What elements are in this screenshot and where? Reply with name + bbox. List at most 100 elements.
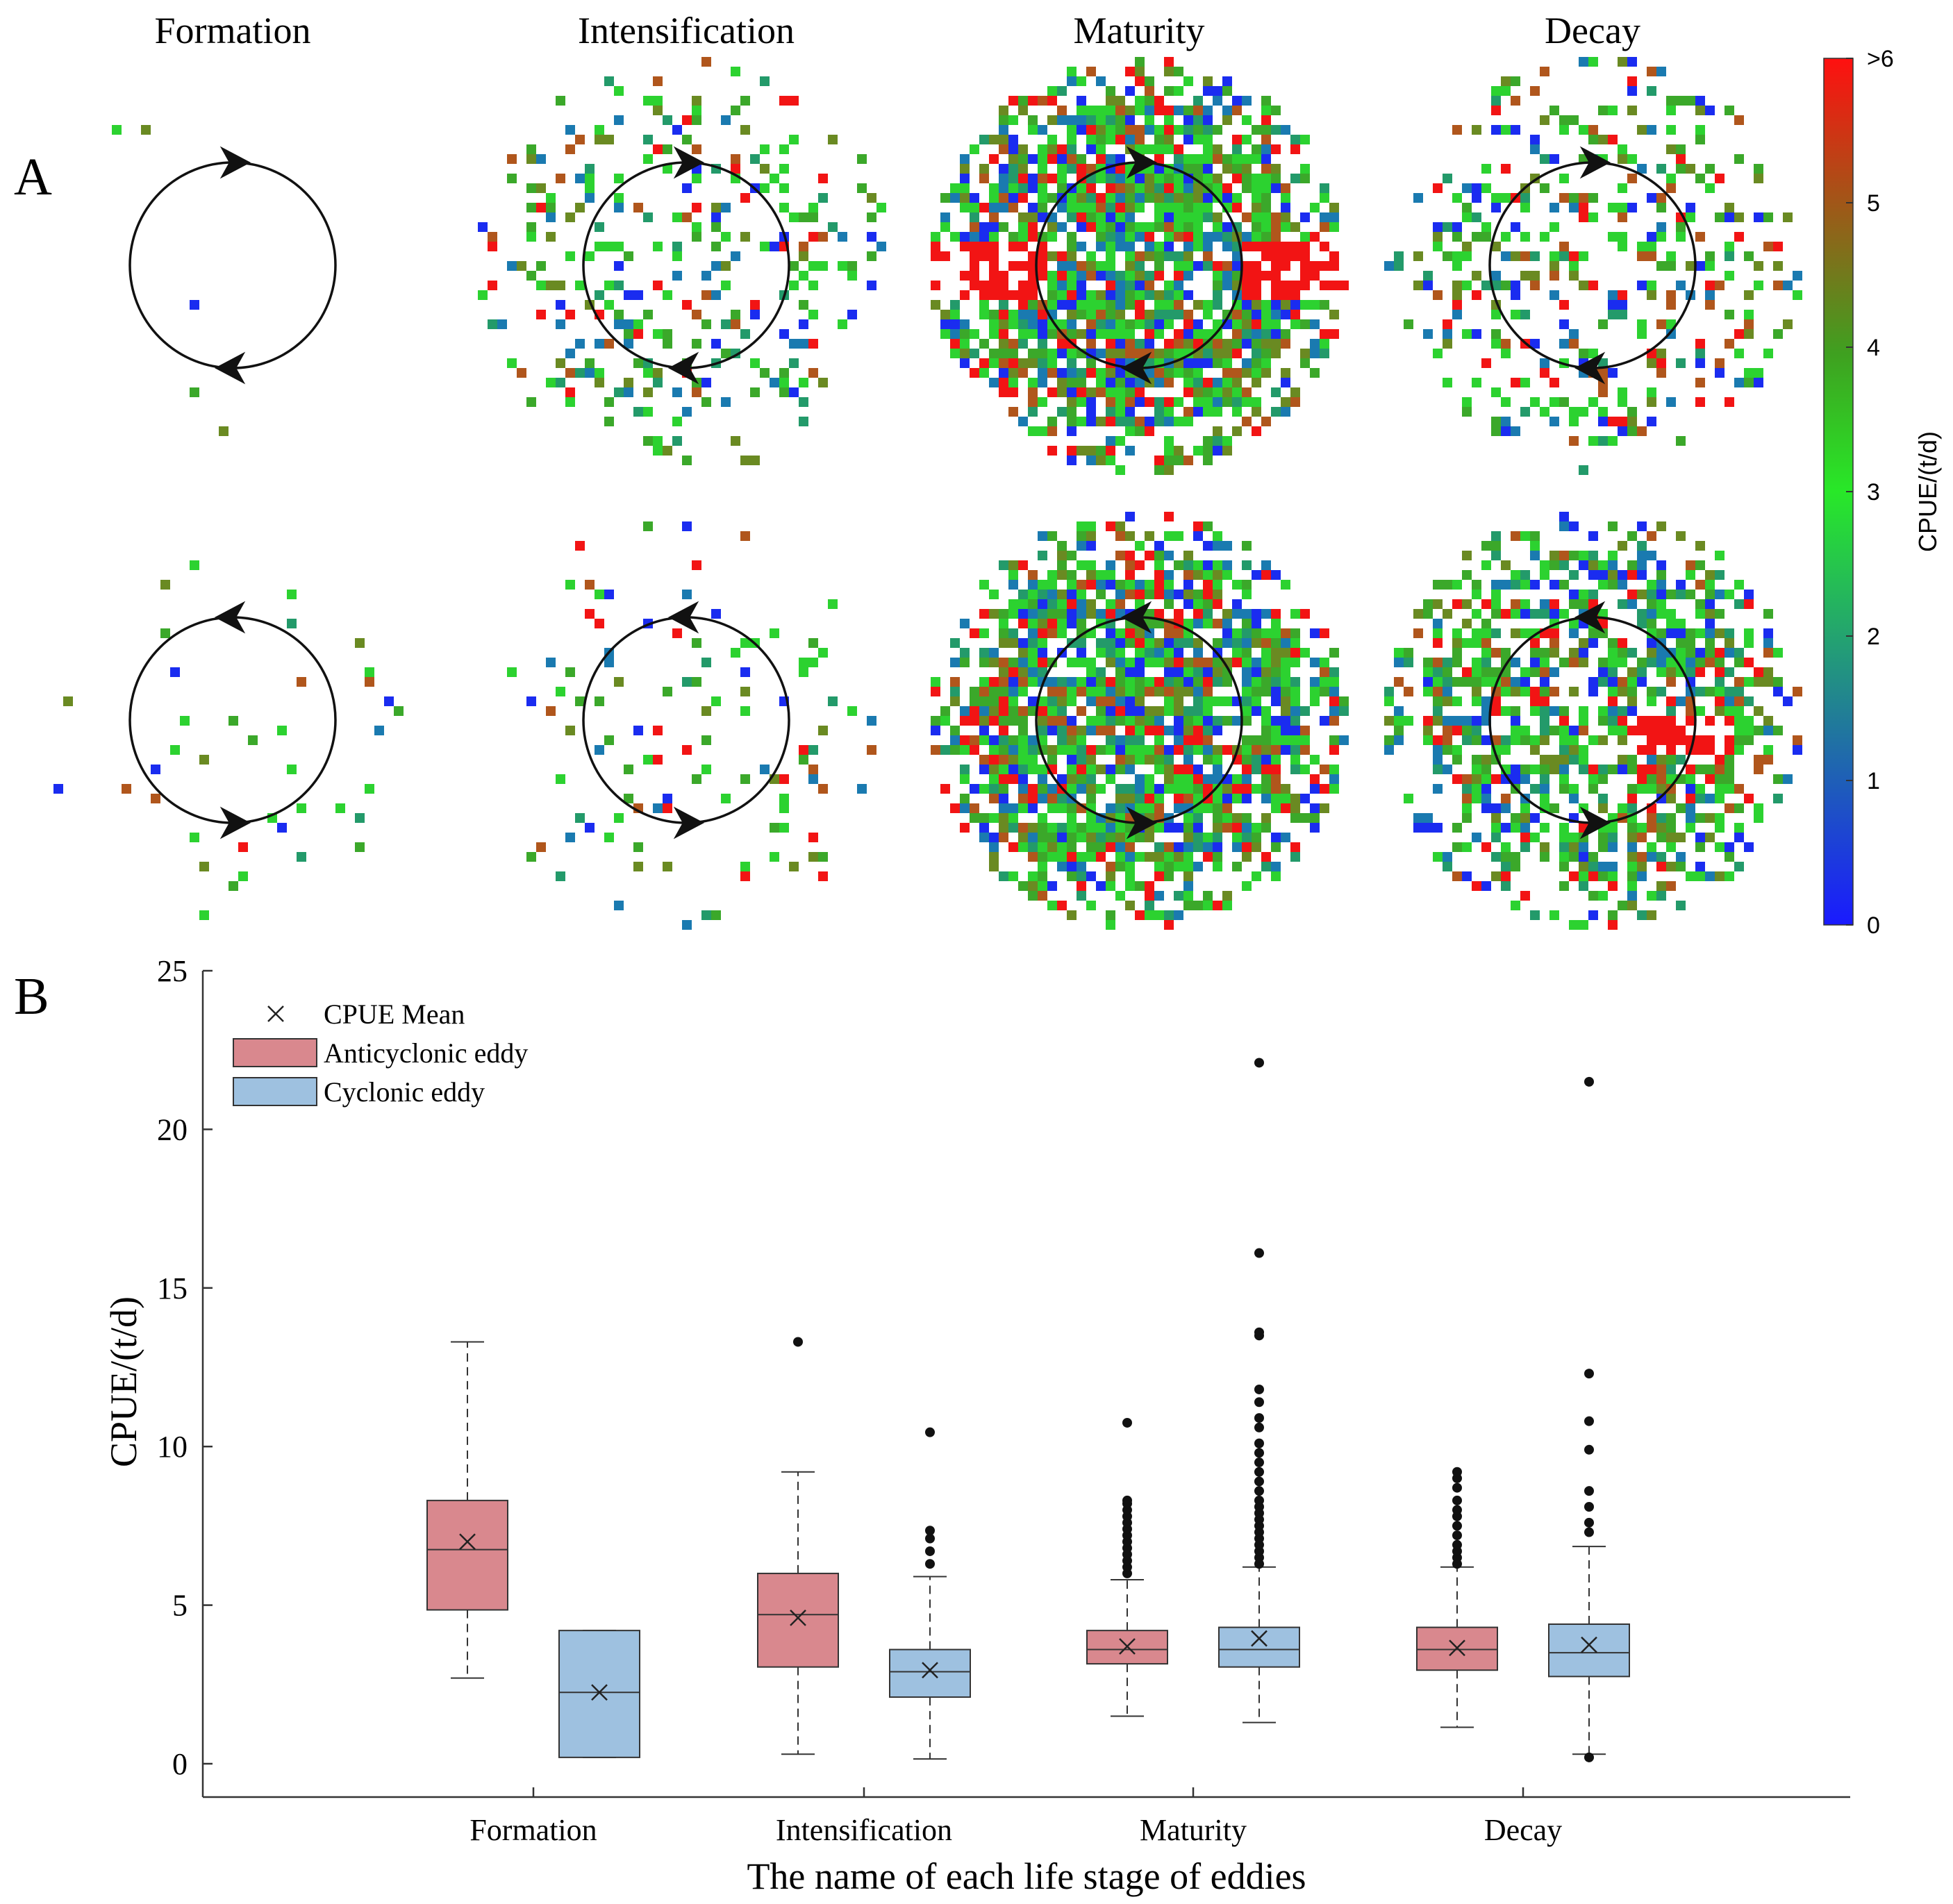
cpue-cell	[1627, 871, 1637, 881]
cpue-cell	[1271, 310, 1281, 319]
cpue-cell	[604, 135, 614, 144]
cpue-cell	[1106, 803, 1115, 813]
cpue-cell	[1154, 716, 1164, 726]
cpue-cell	[1096, 310, 1106, 319]
cpue-cell	[1773, 677, 1783, 687]
cpue-cell	[1115, 765, 1125, 774]
cpue-cell	[1559, 716, 1569, 726]
cpue-cell	[1154, 794, 1164, 803]
cpue-cell	[1329, 329, 1339, 339]
cpue-cell	[838, 232, 847, 242]
cpue-cell	[1637, 726, 1647, 735]
cpue-cell	[1261, 96, 1271, 106]
cpue-cell	[1115, 349, 1125, 358]
eddy-arrow-icon	[1574, 601, 1606, 634]
cpue-cell	[1549, 667, 1559, 677]
cpue-cell	[1627, 687, 1637, 696]
cpue-cell	[789, 212, 799, 222]
cpue-cell	[1744, 677, 1754, 687]
cpue-cell	[1452, 716, 1462, 726]
cpue-cell	[1067, 745, 1077, 755]
cpue-cell	[1656, 521, 1666, 531]
cpue-cell	[1394, 735, 1404, 745]
cpue-cell	[1261, 813, 1271, 823]
cpue-cell	[1705, 570, 1715, 580]
cpue-cell	[1242, 387, 1252, 397]
cpue-cell	[989, 251, 999, 261]
cpue-cell	[1086, 609, 1096, 619]
cpue-cell	[1252, 281, 1261, 290]
cpue-cell	[1511, 726, 1520, 735]
cpue-cell	[999, 183, 1008, 193]
cpue-cell	[1715, 358, 1725, 368]
cpue-cell	[1501, 803, 1511, 813]
cpue-cell	[1715, 794, 1725, 803]
cpue-cell	[1047, 716, 1057, 726]
cpue-cell	[1511, 125, 1520, 135]
cpue-cell	[1666, 590, 1676, 599]
cpue-cell	[1647, 193, 1656, 203]
cpue-cell	[614, 319, 624, 329]
cpue-cell	[1183, 242, 1193, 251]
cpue-cell	[1715, 648, 1725, 658]
cpue-cell	[1164, 910, 1174, 920]
cpue-maps	[53, 57, 1802, 930]
cpue-cell	[1028, 803, 1038, 813]
cpue-cell	[1213, 862, 1222, 871]
cpue-cell	[999, 271, 1008, 281]
cpue-cell	[1725, 803, 1734, 813]
box-body	[757, 1572, 839, 1668]
cpue-cell	[355, 813, 365, 823]
outlier-point	[1254, 1458, 1264, 1468]
cpue-cell	[1394, 251, 1404, 261]
cpue-cell	[1193, 765, 1203, 774]
cpue-cell	[1290, 716, 1300, 726]
cpue-cell	[1057, 852, 1067, 862]
cpue-cell	[1501, 580, 1511, 590]
cpue-cell	[1423, 823, 1433, 833]
cpue-cell	[1018, 755, 1028, 765]
cpue-cell	[1057, 696, 1067, 706]
cpue-cell	[1404, 648, 1413, 658]
cpue-cell	[1106, 319, 1115, 329]
cpue-cell	[1773, 726, 1783, 735]
cpue-cell	[876, 242, 886, 251]
cpue-cell	[1154, 638, 1164, 648]
cpue-cell	[536, 281, 546, 290]
cpue-cell	[1047, 726, 1057, 735]
cpue-cell	[1164, 531, 1174, 541]
cpue-cell	[970, 212, 979, 222]
cpue-cell	[1452, 290, 1462, 300]
cpue-cell	[1501, 164, 1511, 174]
cpue-cell	[1077, 560, 1086, 570]
cpue-cell	[1261, 144, 1271, 154]
cpue-cell	[1472, 609, 1481, 619]
cpue-cell	[1481, 281, 1491, 290]
cpue-cell	[1705, 106, 1715, 115]
cpue-cell	[818, 726, 828, 735]
box-decay-cyclonic	[1548, 1076, 1630, 1762]
cpue-cell	[585, 183, 595, 193]
cpue-cell	[979, 696, 989, 706]
cpue-cell	[1164, 745, 1174, 755]
cpue-cell	[536, 261, 546, 271]
cpue-cell	[565, 667, 575, 677]
cpue-cell	[1106, 174, 1115, 183]
cpue-cell	[1086, 687, 1096, 696]
cpue-cell	[1252, 125, 1261, 135]
cpue-cell	[1511, 735, 1520, 745]
cpue-cell	[1008, 696, 1018, 706]
cpue-cell	[1115, 862, 1125, 871]
cpue-cell	[1115, 687, 1125, 696]
cpue-cell	[1067, 426, 1077, 436]
cpue-cell	[960, 329, 970, 339]
cpue-cell	[1067, 242, 1077, 251]
cpue-cell	[1028, 154, 1038, 164]
cpue-cell	[960, 164, 970, 174]
cpue-cell	[1018, 706, 1028, 716]
cpue-cell	[1549, 599, 1559, 609]
cpue-cell	[989, 687, 999, 696]
cpue-cell	[1530, 784, 1540, 794]
cpue-cell	[1705, 164, 1715, 174]
